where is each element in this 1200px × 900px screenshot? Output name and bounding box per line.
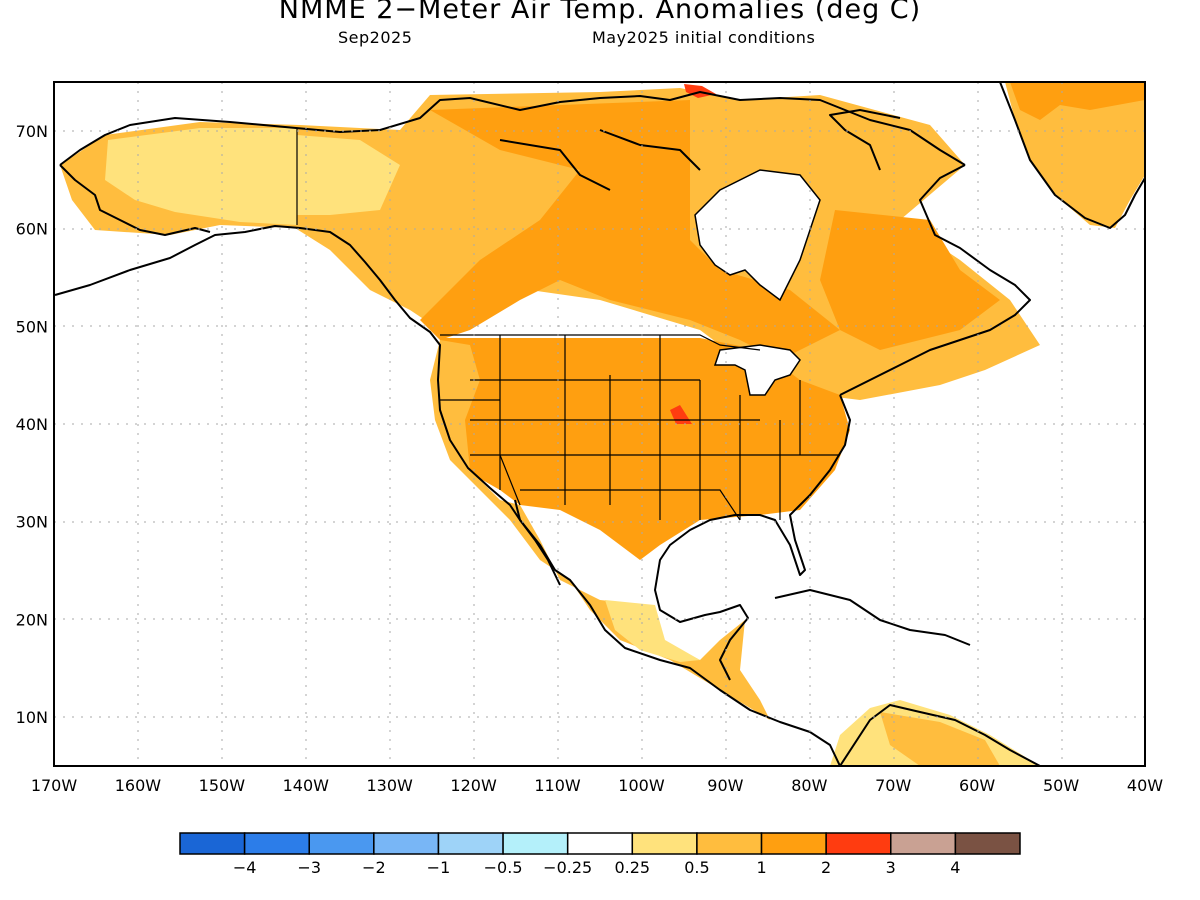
anomaly-region-mexico-weak xyxy=(605,600,700,662)
colorbar-tick-label: 0.5 xyxy=(684,858,709,877)
colorbar-swatch-5 xyxy=(502,832,569,855)
lon-label-70w: 70W xyxy=(875,776,911,795)
map-frame xyxy=(53,81,1146,767)
lon-label-160w: 160W xyxy=(115,776,162,795)
colorbar-tick-label: −2 xyxy=(362,858,386,877)
lon-label-140w: 140W xyxy=(283,776,330,795)
lon-label-60w: 60W xyxy=(959,776,995,795)
anomaly-region-interior xyxy=(420,100,840,360)
anomaly-region-venezuela xyxy=(880,712,1000,766)
lat-label-60n: 60N xyxy=(16,220,48,239)
lat-label-70n: 70N xyxy=(16,122,48,141)
lat-label-50n: 50N xyxy=(16,317,48,336)
colorbar-tick-label: 3 xyxy=(886,858,896,877)
colorbar-tick-label: −0.5 xyxy=(484,858,523,877)
lon-label-90w: 90W xyxy=(707,776,743,795)
lon-label-40w: 40W xyxy=(1127,776,1163,795)
colorbar-swatch-11 xyxy=(890,832,957,855)
political-borders xyxy=(296,128,840,521)
colorbar-tick-label: −1 xyxy=(427,858,451,877)
colorbar-tick-label: −4 xyxy=(233,858,257,877)
lat-label-10n: 10N xyxy=(16,708,48,727)
colorbar-tick-label: 2 xyxy=(821,858,831,877)
anomaly-region-greenland-south xyxy=(1010,82,1145,120)
colorbar-tick-label: −0.25 xyxy=(543,858,592,877)
colorbar-swatch-2 xyxy=(308,832,375,855)
colorbar-tick-label: 0.25 xyxy=(614,858,650,877)
colorbar-swatch-6 xyxy=(566,832,634,855)
colorbar-tick-labels: −4 −3 −2 −1 −0.5 −0.25 0.25 0.5 1 2 3 4 xyxy=(233,858,961,877)
colorbar-tick-label: 4 xyxy=(950,858,960,877)
longitude-tick-labels: 170W 160W 150W 140W 130W 120W 110W 100W 90W 80W 70… xyxy=(31,776,1163,795)
lon-label-120w: 120W xyxy=(450,776,497,795)
lon-label-170w: 170W xyxy=(31,776,78,795)
colorbar-swatch-12 xyxy=(954,832,1021,855)
colorbar-swatch-1 xyxy=(243,832,310,855)
colorbar-swatch-8 xyxy=(696,832,763,855)
lon-label-130w: 130W xyxy=(367,776,414,795)
lon-label-50w: 50W xyxy=(1043,776,1079,795)
great-lakes xyxy=(713,344,801,396)
anomaly-region-hotspot-plains xyxy=(670,405,692,424)
colorbar-swatch-7 xyxy=(631,832,698,855)
colorbar-swatch-0 xyxy=(179,832,246,855)
anomaly-region-alaska xyxy=(105,128,297,225)
latitude-tick-labels: 10N 20N 30N 40N 50N 60N 70N xyxy=(16,122,48,727)
lon-label-80w: 80W xyxy=(791,776,827,795)
colorbar-swatch-4 xyxy=(437,832,504,855)
anomaly-region-usa xyxy=(440,338,850,560)
graticule xyxy=(54,82,1145,766)
colorbar-swatch-3 xyxy=(373,832,440,855)
chart-title: NMME 2−Meter Air Temp. Anomalies (deg C) xyxy=(278,0,922,25)
lat-label-30n: 30N xyxy=(16,513,48,532)
anomaly-region-yukon xyxy=(297,135,400,215)
lon-label-110w: 110W xyxy=(534,776,581,795)
colorbar-swatch-10 xyxy=(825,832,892,855)
colorbar-tick-label: −3 xyxy=(297,858,321,877)
anomaly-region-quebec xyxy=(820,210,1000,350)
colorbar-swatch-9 xyxy=(760,832,827,855)
lon-label-150w: 150W xyxy=(199,776,246,795)
colorbar xyxy=(179,832,1021,855)
lat-label-40n: 40N xyxy=(16,415,48,434)
lat-label-20n: 20N xyxy=(16,610,48,629)
valid-month-label: Sep2025 xyxy=(338,28,413,47)
hudson-bay xyxy=(694,169,821,302)
coastlines xyxy=(54,82,1145,766)
colorbar-tick-label: 1 xyxy=(756,858,766,877)
lon-label-100w: 100W xyxy=(618,776,665,795)
initial-conditions-label: May2025 initial conditions xyxy=(592,28,816,47)
anomaly-region-westcoast xyxy=(430,340,770,720)
